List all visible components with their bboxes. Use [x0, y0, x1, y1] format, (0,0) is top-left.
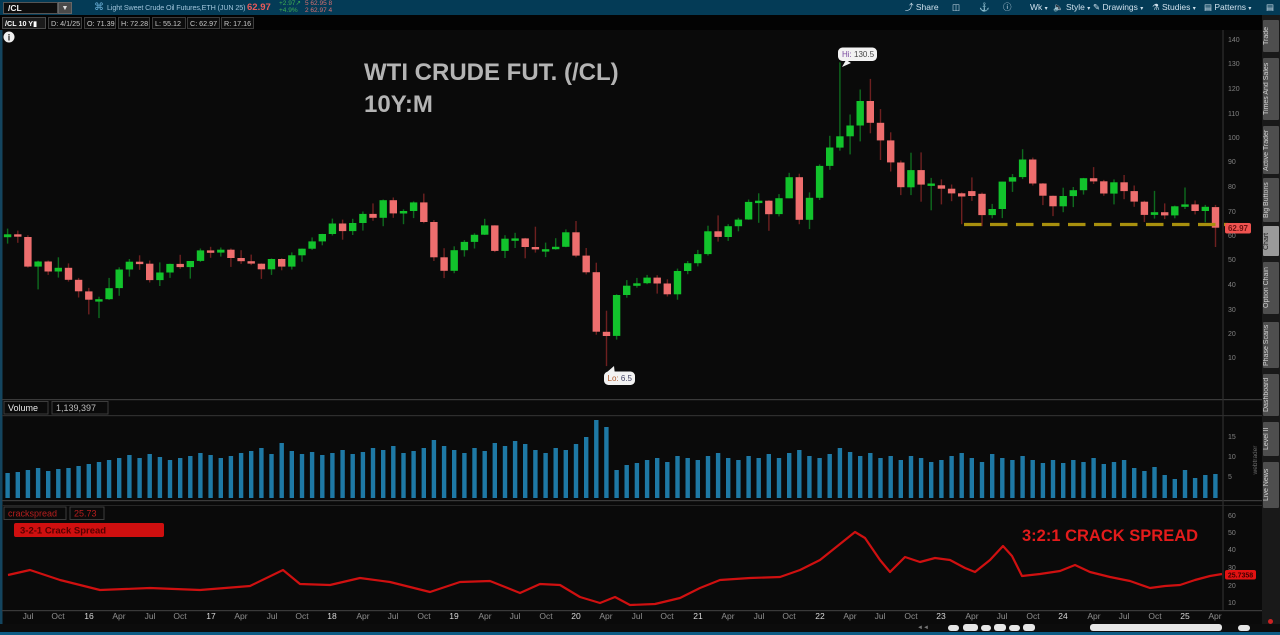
svg-text:crackspread: crackspread: [8, 509, 57, 519]
svg-text:62.97: 62.97: [1228, 224, 1249, 233]
svg-text:Jul: Jul: [754, 611, 765, 621]
svg-text:Apr: Apr: [721, 611, 734, 621]
svg-text:80: 80: [1228, 184, 1236, 191]
svg-text:Oct: Oct: [1148, 611, 1162, 621]
svg-text:120: 120: [1228, 86, 1240, 93]
svg-text:17: 17: [206, 611, 216, 621]
svg-text:40: 40: [1228, 547, 1236, 554]
svg-text:i: i: [8, 33, 11, 43]
svg-text:Oct: Oct: [51, 611, 65, 621]
svg-text:40: 40: [1228, 282, 1236, 289]
svg-text:10Y:M: 10Y:M: [364, 91, 433, 118]
svg-text:90: 90: [1228, 159, 1236, 166]
svg-text:15: 15: [1228, 434, 1236, 441]
svg-text:Jul: Jul: [23, 611, 34, 621]
svg-text:Hi: 130.5: Hi: 130.5: [842, 50, 875, 59]
svg-text:Oct: Oct: [904, 611, 918, 621]
svg-text:70: 70: [1228, 209, 1236, 216]
svg-text:24: 24: [1058, 611, 1068, 621]
svg-text:20: 20: [571, 611, 581, 621]
svg-text:50: 50: [1228, 257, 1236, 264]
svg-text:webtrader: webtrader: [1252, 445, 1259, 476]
svg-text:10: 10: [1228, 355, 1236, 362]
svg-text:3:2:1 CRACK SPREAD: 3:2:1 CRACK SPREAD: [1022, 527, 1198, 545]
svg-text:Jul: Jul: [267, 611, 278, 621]
svg-text:Oct: Oct: [660, 611, 674, 621]
svg-text:140: 140: [1228, 37, 1240, 44]
svg-text:Oct: Oct: [173, 611, 187, 621]
svg-text:Volume: Volume: [8, 403, 38, 413]
svg-text:16: 16: [84, 611, 94, 621]
svg-text:100: 100: [1228, 135, 1240, 142]
svg-text:110: 110: [1228, 111, 1239, 118]
svg-text:Jul: Jul: [1119, 611, 1130, 621]
svg-text:Apr: Apr: [965, 611, 978, 621]
svg-text:Jul: Jul: [997, 611, 1008, 621]
svg-text:10: 10: [1228, 454, 1236, 461]
svg-text:WTI CRUDE FUT. (/CL): WTI CRUDE FUT. (/CL): [364, 59, 619, 86]
svg-text:30: 30: [1228, 565, 1236, 572]
svg-text:Apr: Apr: [843, 611, 856, 621]
svg-text:Oct: Oct: [1026, 611, 1040, 621]
svg-text:20: 20: [1228, 331, 1236, 338]
svg-text:Oct: Oct: [782, 611, 796, 621]
svg-text:22: 22: [815, 611, 825, 621]
svg-text:Apr: Apr: [599, 611, 612, 621]
svg-text:3-2-1 Crack Spread: 3-2-1 Crack Spread: [20, 526, 106, 537]
svg-text:20: 20: [1228, 583, 1236, 590]
svg-text:60: 60: [1228, 233, 1236, 240]
svg-text:19: 19: [449, 611, 459, 621]
svg-text:Apr: Apr: [1208, 611, 1221, 621]
svg-text:Jul: Jul: [388, 611, 399, 621]
svg-text:25.7358: 25.7358: [1228, 573, 1253, 580]
svg-text:23: 23: [936, 611, 946, 621]
svg-text:Jul: Jul: [875, 611, 886, 621]
svg-text:21: 21: [693, 611, 703, 621]
svg-text:Jul: Jul: [145, 611, 156, 621]
svg-text:Apr: Apr: [356, 611, 369, 621]
svg-text:130: 130: [1228, 61, 1240, 68]
svg-text:Lo: 6.5: Lo: 6.5: [608, 374, 633, 383]
svg-text:Oct: Oct: [539, 611, 553, 621]
svg-text:50: 50: [1228, 530, 1236, 537]
svg-text:Jul: Jul: [632, 611, 643, 621]
svg-text:Apr: Apr: [478, 611, 491, 621]
svg-text:Oct: Oct: [417, 611, 431, 621]
svg-text:30: 30: [1228, 307, 1236, 314]
svg-text:25.73: 25.73: [74, 509, 97, 519]
svg-text:25: 25: [1180, 611, 1190, 621]
svg-text:Oct: Oct: [295, 611, 309, 621]
svg-text:1,139,397: 1,139,397: [56, 403, 96, 413]
svg-text:Apr: Apr: [112, 611, 125, 621]
svg-text:10: 10: [1228, 600, 1236, 607]
svg-text:60: 60: [1228, 513, 1236, 520]
svg-text:18: 18: [327, 611, 337, 621]
svg-text:Apr: Apr: [234, 611, 247, 621]
svg-text:Apr: Apr: [1087, 611, 1100, 621]
svg-text:Jul: Jul: [510, 611, 521, 621]
svg-text:5: 5: [1228, 474, 1232, 481]
